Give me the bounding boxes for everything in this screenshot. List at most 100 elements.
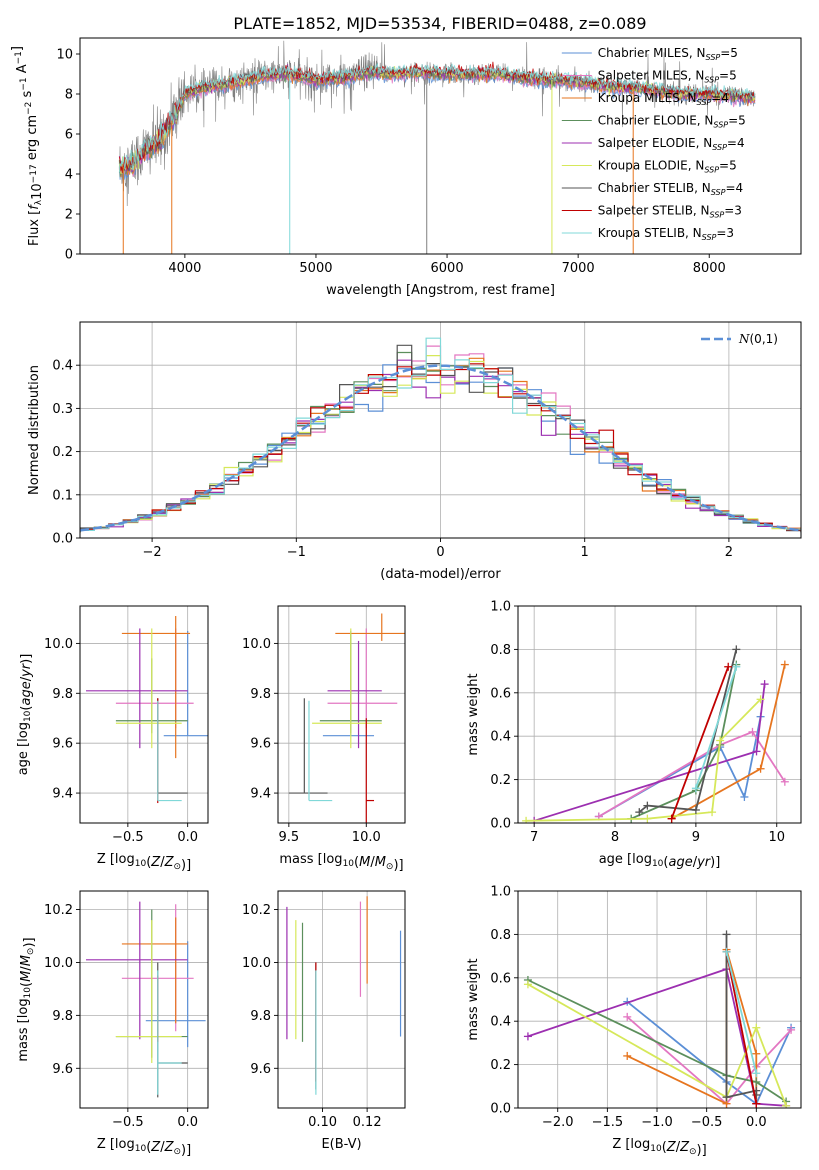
y-tick-label: 6 [65,128,73,143]
weight-line-4 [527,979,787,1103]
x-tick-label: 0 [436,545,444,560]
y-tick-label: 0.1 [52,488,73,503]
x-tick-label: 0.10 [308,1115,337,1130]
y-tick-label: 8 [65,88,73,103]
x-tick-label: 0.0 [746,1115,767,1130]
x-axis-label: wavelength [Angstrom, rest frame] [326,283,555,298]
x-tick-label: 7000 [562,261,595,276]
legend-entry: Kroupa MILES, NSSP=4 [598,91,729,107]
y-tick-label: 10.0 [242,637,271,652]
x-tick-label: 5000 [299,261,332,276]
x-axis-label: E(B-V) [321,1137,361,1152]
axes-frame [277,605,406,824]
legend-entry: Chabrier MILES, NSSP=5 [598,46,738,62]
legend-entry: Chabrier ELODIE, NSSP=5 [598,114,746,130]
axes-frame [79,605,209,824]
model-spectrum-9 [118,63,756,173]
y-tick-label: 10.2 [242,903,271,918]
x-tick-label: 0.0 [177,830,198,845]
y-axis-label: mass [log10(M/M⊙)] [16,937,37,1061]
y-tick-label: 9.8 [250,687,271,702]
weight-line-2 [598,730,786,818]
legend-entry: Salpeter STELIB, NSSP=3 [598,204,742,220]
panel-age_vs_Z: −0.5 0.0 9.4 9.6 9.8 10.0 Z [log10(Z/Z⊙)] age [… [16,605,209,873]
x-tick-label: 9 [692,830,700,845]
x-axis-label: Z [log10(Z/Z⊙)] [97,1137,191,1158]
y-tick-label: 9.6 [52,737,73,752]
legend-entry: Kroupa STELIB, NSSP=3 [598,226,734,242]
panel-spectrum: 4000 5000 6000 7000 8000 0 2 4 6 8 10 Chabrier MILE… [10,37,802,298]
y-tick-label: 4 [65,168,73,183]
weight-line-9 [725,951,758,1074]
normal-reference-curve [80,364,801,532]
x-tick-label: 6000 [431,261,464,276]
figure-title: PLATE=1852, MJD=53534, FIBERID=0488, z=0… [233,14,646,33]
y-tick-label: 0 [65,248,73,263]
y-tick-label: 9.4 [52,787,73,802]
y-tick-label: 9.6 [250,1062,271,1077]
y-tick-label: 0.4 [52,359,73,374]
weight-line-8 [725,951,758,1104]
y-tick-label: 9.4 [250,787,271,802]
x-tick-label: 4000 [168,261,201,276]
x-tick-label: 10.0 [352,830,381,845]
x-tick-label: −1.0 [641,1115,673,1130]
y-tick-label: 10.0 [44,637,73,652]
weight-line-6 [527,983,787,1107]
plot-area [288,613,405,823]
x-tick-label: −2.0 [542,1115,574,1130]
y-tick-label: 0.6 [490,686,511,701]
y-tick-label: 0.0 [490,1102,511,1117]
y-axis-label: mass weight [466,673,481,755]
y-tick-label: 0.0 [52,532,73,547]
x-axis-label: mass [log10(M/M⊙)] [279,852,403,873]
y-axis-label: Normed distribution [27,365,42,495]
panel-mass_vs_ebv: 0.10 0.12 9.6 9.8 10.0 10.2 E(B-V) [242,890,406,1152]
legend-entry: Chabrier STELIB, NSSP=4 [598,181,743,197]
y-tick-label: 9.8 [52,687,73,702]
weight-line-1 [626,1001,792,1106]
panel-age_vs_mass: 9.5 10.0 9.4 9.6 9.8 10.0 mass [log10(M/M⊙)] [242,605,406,873]
weight-line-8 [670,666,730,820]
x-tick-label: 0.0 [177,1115,198,1130]
y-tick-label: 10.0 [242,956,271,971]
y-tick-label: 0.3 [52,402,73,417]
plot-area [118,40,756,254]
y-tick-label: 1.0 [490,600,511,615]
axes-frame [79,37,802,255]
y-tick-label: 0.8 [490,928,511,943]
plot-area [85,615,208,804]
x-tick-label: −0.5 [112,830,144,845]
axes-frame [277,890,406,1109]
weight-line-4 [630,664,738,820]
axes-frame [79,890,209,1109]
x-axis-label: age [log10(age/yr)] [599,852,721,870]
y-tick-label: 10.0 [44,956,73,971]
x-tick-label: 7 [530,830,538,845]
y-axis-label: age [log10(age/yr)] [16,654,34,776]
panel-weight_vs_age: 7 8 9 10 0.0 0.2 0.4 0.6 0.8 1.0 age [log10(age/yr… [466,600,802,870]
legend-entry: Kroupa ELODIE, NSSP=5 [598,159,737,175]
y-tick-label: 1.0 [490,885,511,900]
y-tick-label: 0.2 [490,773,511,788]
plot-area [286,896,402,1095]
y-axis-label: mass weight [466,958,481,1040]
x-tick-label: −2 [143,545,162,560]
axes-frame [517,890,802,1109]
plot-area [85,901,206,1098]
legend-entry: Salpeter ELODIE, NSSP=4 [598,136,745,152]
legend-entry: N(0,1) [738,332,778,346]
x-axis-label: (data-model)/error [380,567,501,582]
y-axis-label: Flux [fλ10−17 erg cm−2 s−1 A−1] [10,46,45,246]
panel-mass_vs_Z: −0.5 0.0 9.6 9.8 10.0 10.2 Z [log10(Z/Z⊙)] mass… [16,890,209,1158]
weight-line-5 [527,967,787,1107]
y-tick-label: 0.4 [490,730,511,745]
x-tick-label: 1 [581,545,589,560]
x-tick-label: −0.5 [691,1115,723,1130]
panel-weight_vs_Z: −2.0 −1.5 −1.0 −0.5 0.0 0.0 0.2 0.4 0.6 0.8 1.0 Z [… [466,885,802,1158]
legend-entry: Salpeter MILES, NSSP=5 [598,69,737,85]
x-tick-label: 8 [611,830,619,845]
axes-frame [517,605,802,824]
